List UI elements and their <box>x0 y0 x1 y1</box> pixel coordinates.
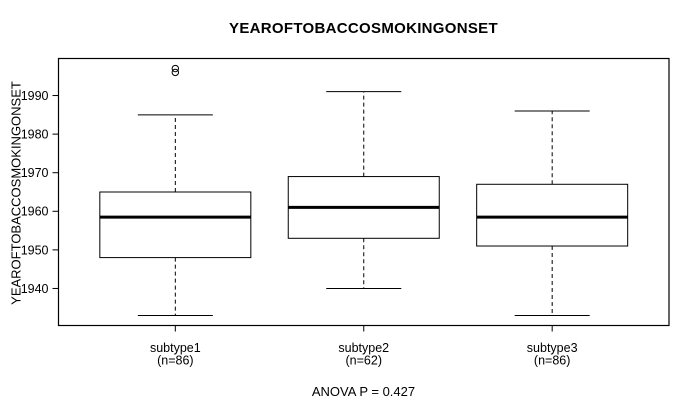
iqr-box-subtype3 <box>476 183 629 247</box>
outlier-point <box>171 68 180 77</box>
x-group-label: subtype2 <box>338 341 389 355</box>
chart-title: YEAROFTOBACCOSMOKINGONSET <box>229 20 498 37</box>
anova-annotation: ANOVA P = 0.427 <box>311 384 416 399</box>
x-group-label: subtype3 <box>527 341 578 355</box>
x-group-sublabel: (n=86) <box>534 354 570 368</box>
x-group-sublabel: (n=62) <box>346 354 382 368</box>
y-tick-label: 1970 <box>21 166 49 180</box>
iqr-box-subtype1 <box>99 191 252 259</box>
y-tick-label: 1950 <box>21 243 49 257</box>
y-tick-label: 1990 <box>21 89 49 103</box>
x-group-label: subtype1 <box>150 341 201 355</box>
x-group-sublabel: (n=86) <box>157 354 193 368</box>
y-tick-label: 1980 <box>21 127 49 141</box>
outlier-point <box>171 64 180 73</box>
y-tick-label: 1940 <box>21 282 49 296</box>
y-tick-label: 1960 <box>21 205 49 219</box>
